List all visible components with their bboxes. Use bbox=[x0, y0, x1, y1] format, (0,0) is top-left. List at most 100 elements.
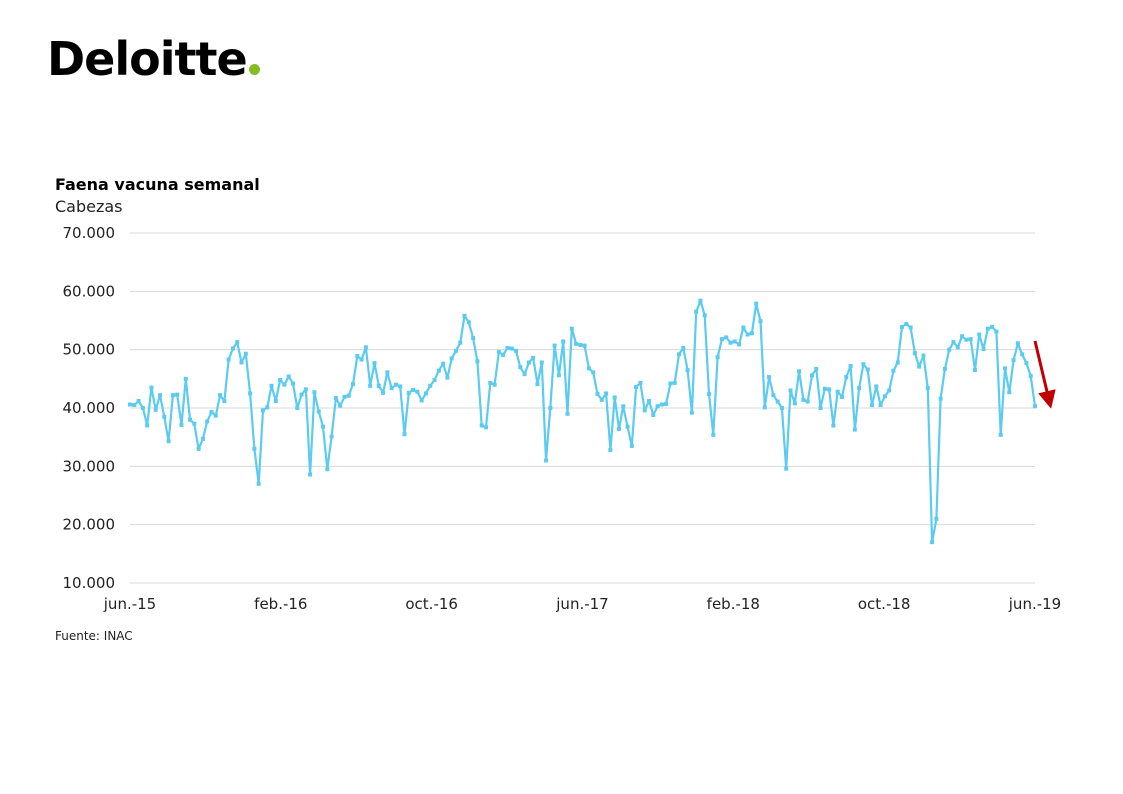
y-tick-label: 30.000 bbox=[63, 457, 116, 475]
data-point bbox=[205, 419, 210, 424]
data-point bbox=[960, 334, 965, 339]
data-point bbox=[483, 425, 488, 430]
data-point bbox=[449, 356, 454, 361]
data-point bbox=[865, 367, 870, 372]
data-point bbox=[685, 368, 690, 373]
data-point bbox=[548, 406, 553, 410]
data-point bbox=[822, 386, 827, 391]
data-point bbox=[128, 402, 132, 407]
data-point bbox=[925, 386, 930, 391]
data-point bbox=[501, 352, 506, 357]
data-point bbox=[870, 403, 875, 408]
x-tick-label: jun.-17 bbox=[555, 595, 608, 613]
data-point bbox=[196, 446, 201, 451]
x-tick-label: feb.-16 bbox=[254, 595, 307, 613]
x-tick-label: jun.-15 bbox=[103, 595, 156, 613]
data-point bbox=[346, 393, 351, 398]
data-point bbox=[788, 388, 793, 393]
data-point bbox=[801, 397, 806, 402]
data-point bbox=[295, 406, 300, 410]
data-point bbox=[325, 467, 330, 472]
data-point bbox=[651, 413, 656, 417]
data-point bbox=[938, 396, 943, 401]
data-point bbox=[681, 345, 686, 350]
y-tick-label: 70.000 bbox=[63, 224, 116, 242]
data-point bbox=[968, 337, 973, 342]
data-point bbox=[874, 384, 879, 389]
data-point bbox=[466, 320, 471, 325]
data-point bbox=[406, 390, 411, 395]
trend-arrow-icon bbox=[1033, 340, 1056, 409]
data-point bbox=[844, 375, 849, 380]
data-point bbox=[342, 394, 347, 399]
data-point bbox=[136, 399, 141, 403]
data-point bbox=[809, 373, 814, 378]
data-point bbox=[621, 404, 626, 409]
data-point bbox=[951, 340, 956, 345]
data-point bbox=[312, 390, 317, 395]
data-point bbox=[634, 385, 639, 389]
data-point bbox=[436, 368, 441, 373]
data-point bbox=[741, 325, 746, 330]
data-point bbox=[556, 373, 561, 378]
data-point bbox=[818, 406, 823, 410]
data-point bbox=[514, 348, 519, 353]
data-point bbox=[754, 301, 759, 306]
data-point bbox=[831, 423, 836, 428]
data-point bbox=[192, 421, 197, 426]
chart-subtitle: Cabezas bbox=[55, 197, 123, 216]
data-point bbox=[1020, 352, 1025, 357]
data-point bbox=[522, 372, 527, 377]
data-point bbox=[389, 386, 394, 391]
data-point bbox=[239, 360, 244, 365]
data-point bbox=[591, 370, 596, 375]
data-point bbox=[132, 403, 137, 408]
data-point bbox=[509, 346, 514, 351]
data-point bbox=[351, 382, 356, 387]
data-point bbox=[462, 313, 467, 318]
data-point bbox=[977, 332, 982, 337]
data-point bbox=[689, 410, 694, 415]
data-point bbox=[1015, 341, 1020, 346]
data-point bbox=[917, 364, 922, 369]
data-point bbox=[848, 364, 853, 368]
data-point bbox=[599, 397, 604, 402]
data-point bbox=[745, 332, 750, 337]
data-point bbox=[286, 374, 291, 379]
data-point bbox=[835, 389, 840, 394]
data-point bbox=[930, 540, 935, 545]
data-point bbox=[162, 414, 167, 419]
data-point bbox=[539, 360, 544, 365]
data-point bbox=[998, 432, 1003, 437]
data-point bbox=[574, 341, 579, 346]
data-point bbox=[316, 409, 321, 414]
data-point bbox=[707, 392, 712, 396]
x-tick-label: feb.-18 bbox=[707, 595, 760, 613]
data-point bbox=[338, 403, 343, 408]
data-point bbox=[724, 335, 729, 340]
data-point bbox=[299, 392, 304, 397]
data-point bbox=[934, 516, 939, 521]
data-point bbox=[415, 389, 420, 394]
x-tick-label: oct.-16 bbox=[405, 595, 458, 613]
data-point bbox=[428, 383, 433, 388]
data-point bbox=[852, 427, 857, 432]
data-point bbox=[333, 396, 338, 401]
data-point bbox=[230, 346, 235, 351]
data-point bbox=[565, 411, 570, 416]
data-point bbox=[368, 383, 373, 388]
data-point bbox=[290, 381, 295, 386]
data-point bbox=[488, 380, 493, 385]
data-point bbox=[578, 343, 583, 347]
data-point bbox=[719, 337, 724, 342]
data-point bbox=[942, 366, 947, 371]
data-point bbox=[1002, 366, 1007, 371]
data-point bbox=[895, 360, 900, 365]
data-point bbox=[638, 380, 643, 385]
data-point bbox=[904, 322, 909, 326]
data-point bbox=[179, 422, 184, 427]
data-point bbox=[900, 324, 905, 329]
data-point bbox=[471, 336, 476, 340]
data-point bbox=[252, 446, 257, 451]
data-point bbox=[715, 355, 720, 360]
